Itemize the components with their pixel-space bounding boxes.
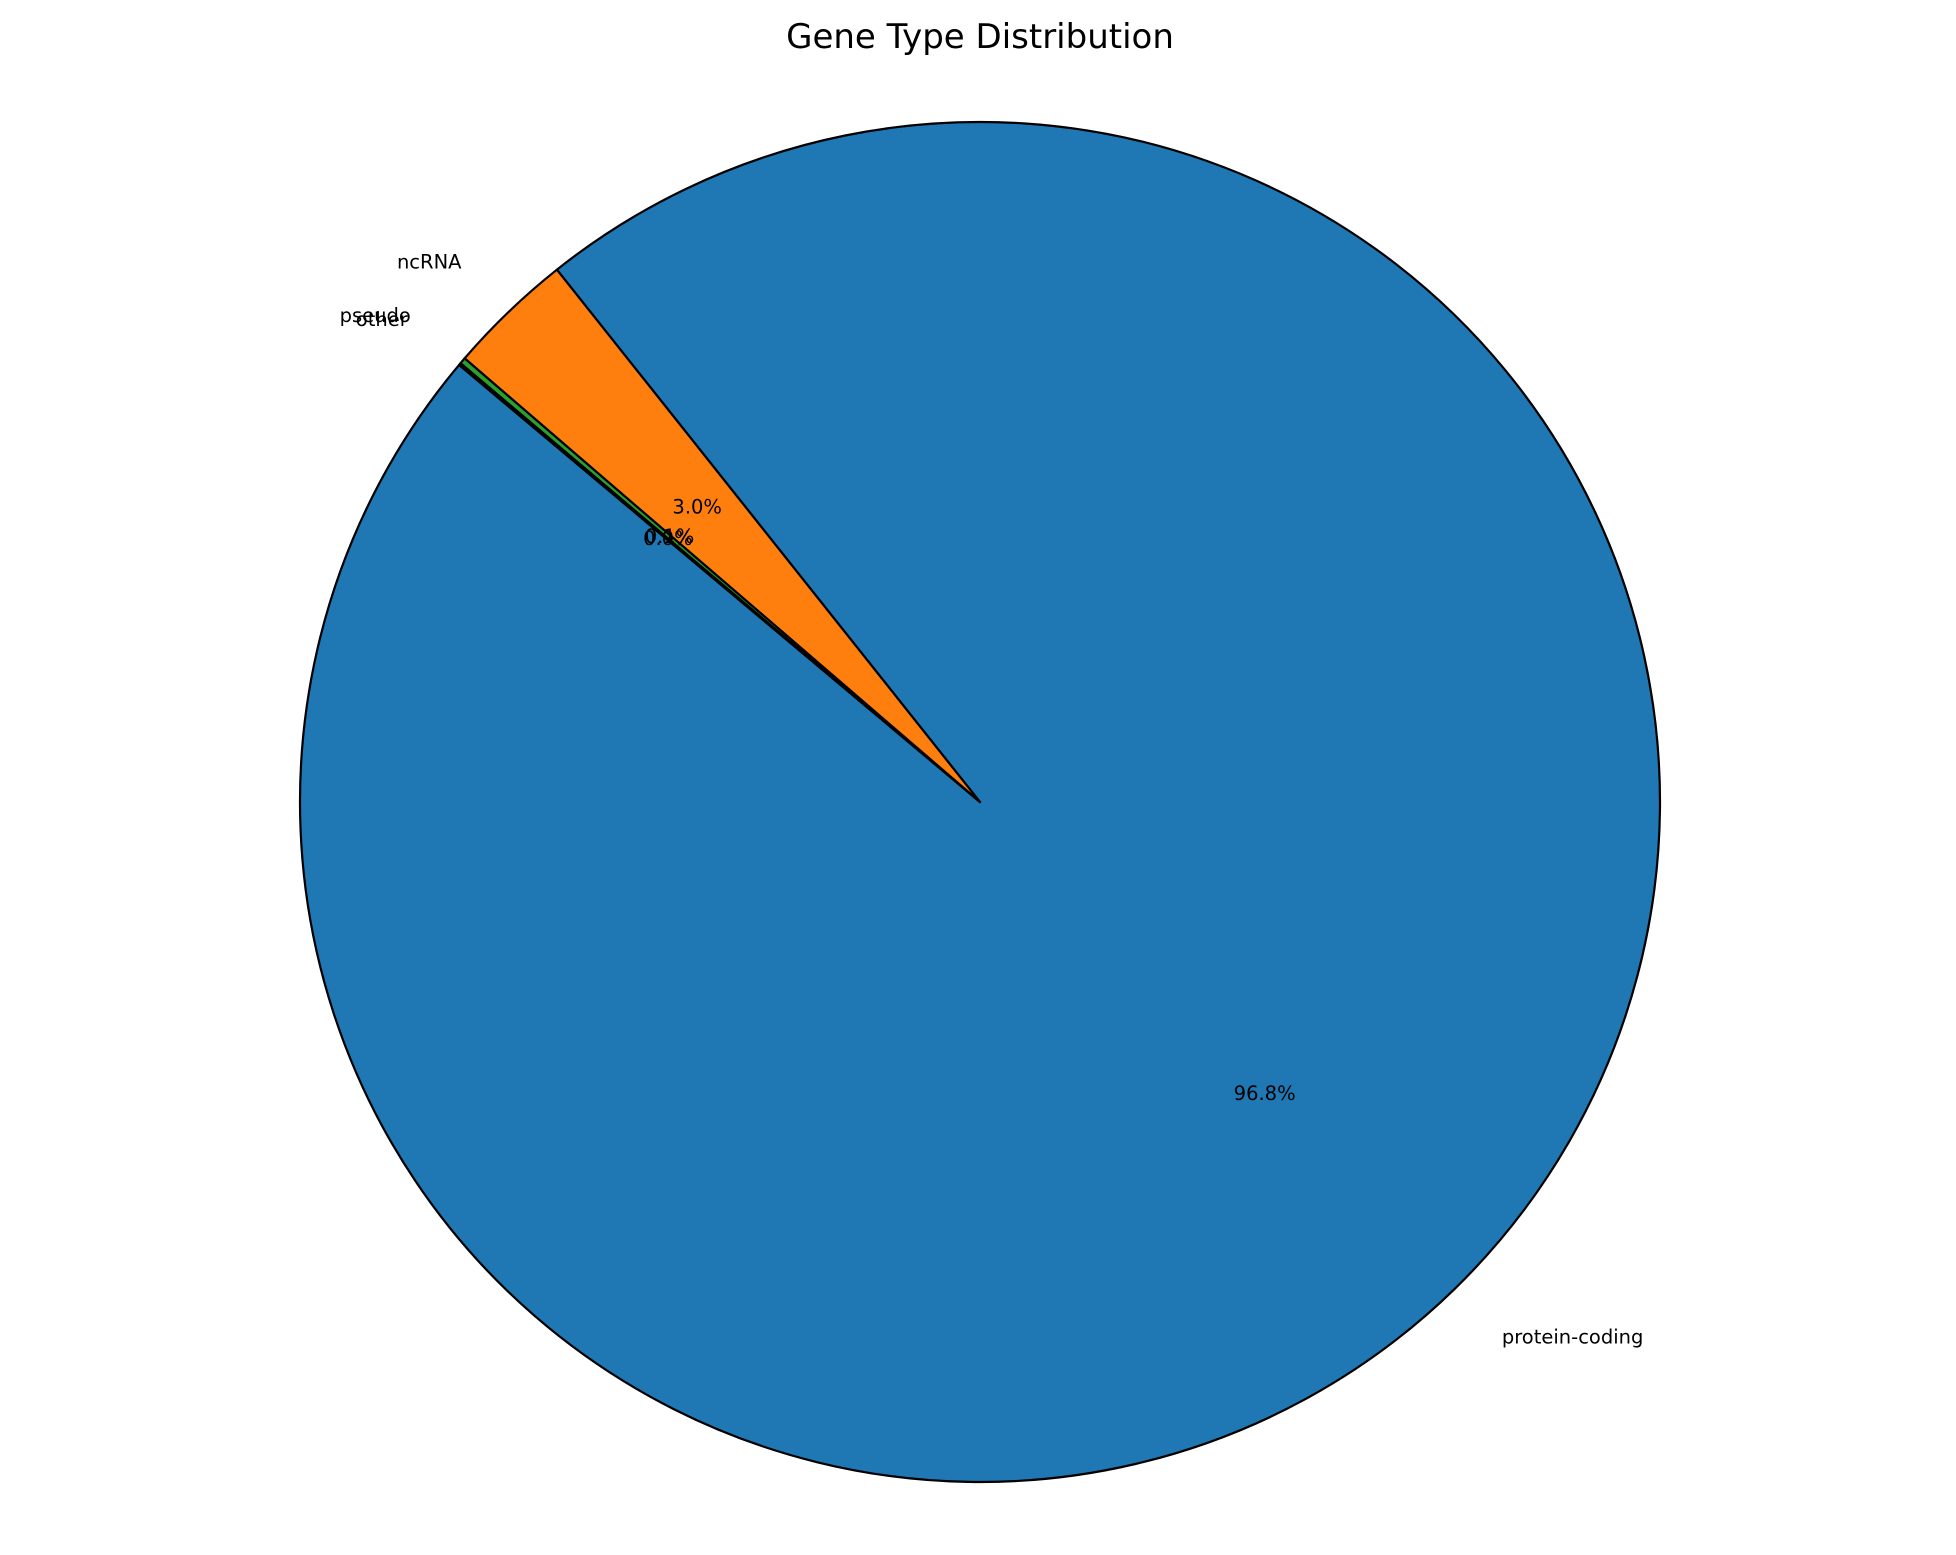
pie-labels: protein-coding 96.8% ncRNA 3.0% pseudo 0.1% ot… (340, 250, 1644, 1348)
chart-title: Gene Type Distribution (786, 17, 1174, 57)
slice-pct-protein-coding: 96.8% (1234, 1082, 1296, 1105)
slice-pct-other: 0.0% (643, 527, 693, 550)
slice-label-other: other (356, 308, 409, 331)
slice-label-ncrna: ncRNA (397, 250, 462, 273)
slice-label-protein-coding: protein-coding (1502, 1325, 1644, 1348)
slice-label-pseudo: pseudo (340, 304, 411, 327)
pie-slices (298, 120, 1662, 1484)
slice-pct-ncrna: 3.0% (672, 495, 722, 518)
slice-pct-pseudo: 0.1% (645, 525, 695, 548)
pie-slice-other (457, 362, 982, 804)
